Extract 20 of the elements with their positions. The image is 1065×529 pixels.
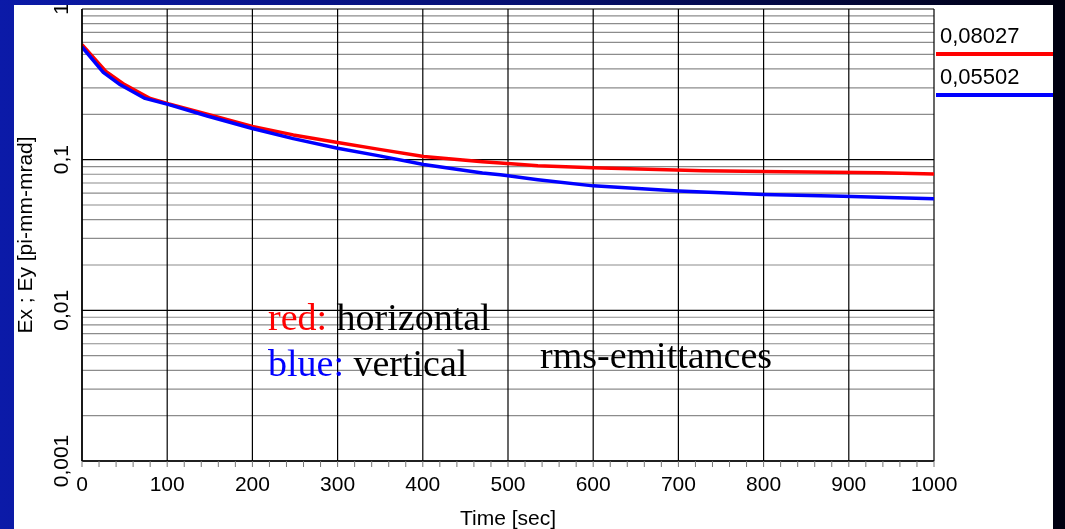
x-tick-label: 900 bbox=[831, 472, 867, 495]
x-tick-label: 600 bbox=[575, 472, 611, 495]
x-tick-label: 1000 bbox=[910, 472, 958, 495]
x-tick-label: 0 bbox=[76, 472, 88, 495]
x-tick-label: 200 bbox=[234, 472, 270, 495]
x-tick-label: 800 bbox=[746, 472, 782, 495]
text: 0,08027 bbox=[939, 23, 1021, 49]
y-tick-label: 0,01 bbox=[49, 289, 72, 331]
line-series bbox=[82, 45, 934, 201]
y-axis-title: Ex ; Ey [pi-mm-mrad] bbox=[13, 136, 36, 334]
x-tick-label: 500 bbox=[490, 472, 526, 495]
x-tick-label: 300 bbox=[320, 472, 356, 495]
y-tick-label: 0,001 bbox=[49, 434, 72, 488]
text: 0,05502 bbox=[939, 64, 1021, 90]
x-axis-title: Time [sec] bbox=[459, 506, 557, 529]
y-tick-label: 0,1 bbox=[49, 145, 72, 175]
x-tick-label: 400 bbox=[405, 472, 441, 495]
y-tick-label: 1 bbox=[49, 3, 72, 15]
x-tick-label: 100 bbox=[149, 472, 185, 495]
x-tick-label: 700 bbox=[660, 472, 696, 495]
